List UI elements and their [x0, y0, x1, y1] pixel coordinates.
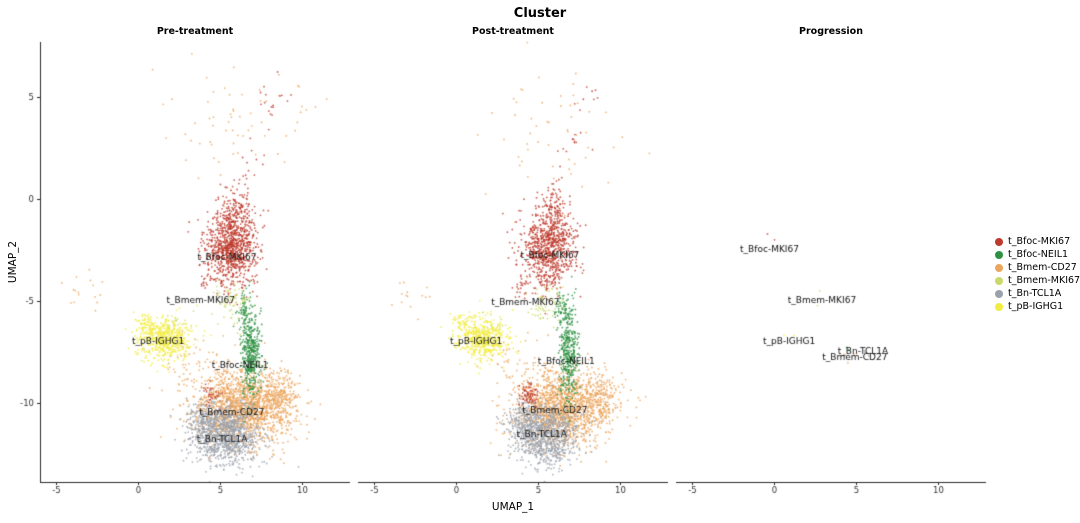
legend-item: t_Bmem-MKI67: [995, 274, 1080, 287]
legend-item: t_Bmem-CD27: [995, 261, 1080, 274]
facet-header-pre-treatment: Pre-treatment: [156, 26, 234, 37]
x-axis-label: UMAP_1: [491, 501, 535, 513]
y-axis-label: UMAP_2: [7, 240, 19, 284]
legend-item: t_Bn-TCL1A: [995, 287, 1080, 300]
legend-item: t_Bfoc-NEIL1: [995, 248, 1080, 261]
legend-label: t_Bfoc-MKI67: [1008, 236, 1071, 247]
legend: t_Bfoc-MKI67 t_Bfoc-NEIL1 t_Bmem-CD27 t_Bme…: [995, 235, 1080, 313]
legend-label: t_Bfoc-NEIL1: [1008, 249, 1069, 260]
legend-label: t_Bmem-MKI67: [1008, 275, 1080, 286]
facet-header-post-treatment: Post-treatment: [472, 26, 554, 37]
legend-label: t_Bn-TCL1A: [1008, 288, 1062, 299]
legend-color-dot-icon: [995, 263, 1003, 272]
legend-color-dot-icon: [995, 302, 1003, 311]
legend-item: t_pB-IGHG1: [995, 300, 1080, 313]
chart-title: Cluster: [513, 6, 567, 21]
legend-color-dot-icon: [995, 289, 1003, 298]
legend-label: t_pB-IGHG1: [1008, 301, 1064, 312]
legend-color-dot-icon: [995, 237, 1003, 246]
legend-color-dot-icon: [995, 276, 1003, 285]
facet-header-progression: Progression: [799, 26, 863, 37]
legend-color-dot-icon: [995, 250, 1003, 259]
legend-item: t_Bfoc-MKI67: [995, 235, 1080, 248]
legend-label: t_Bmem-CD27: [1008, 262, 1077, 273]
